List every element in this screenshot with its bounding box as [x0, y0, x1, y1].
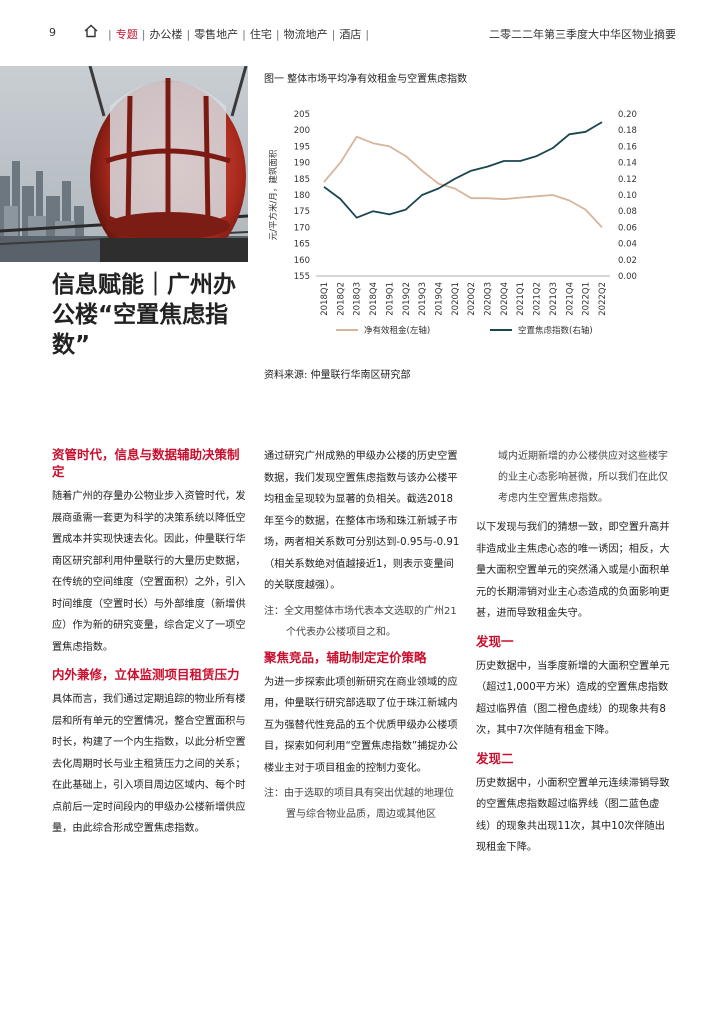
nav-separator: | [242, 28, 246, 41]
x-tick-label: 2020Q2 [467, 282, 477, 316]
y2-tick-label: 0.06 [618, 223, 637, 233]
section-heading: 聚焦竞品，辅助制定定价策略 [264, 649, 427, 665]
y2-tick-label: 0.14 [618, 159, 637, 169]
x-tick-label: 2022Q2 [598, 282, 608, 316]
nav-separator: | [275, 28, 280, 41]
rent-vacancy-chart: 155 160 165 170 175 180 185 190 195 200 205 0.00 0.0… [268, 110, 637, 336]
y-tick-label: 175 [294, 207, 310, 217]
nav-item-special[interactable]: 专题 [115, 28, 138, 41]
ferris-wheel-photo [0, 66, 248, 262]
paragraph: 以下发现与我们的猜想一致，即空置升高并非造成业主焦虑心态的唯一诱因；相反，大量大… [476, 522, 670, 619]
y2-tick-label: 0.12 [618, 175, 637, 185]
x-tick-label: 2021Q3 [549, 282, 559, 316]
paragraph: 通过研究广州成熟的甲级办公楼的历史空置数据，我们发现空置焦虑指数与该办公楼平均租… [264, 451, 460, 591]
section-heading: 资管时代，信息与数据辅助决策制定 [52, 447, 240, 479]
y-tick-label: 165 [294, 240, 310, 250]
y2-tick-label: 0.16 [618, 142, 637, 152]
report-title: 二零二二年第三季度大中华区物业摘要 [489, 28, 676, 41]
footnote-continued: 域内近期新增的办公楼供应对这些楼宇的业主心态影响甚微，所以我们在此仅考虑内生空置… [498, 451, 668, 504]
y2-tick-label: 0.20 [618, 110, 637, 120]
y-axis-label: 元/平方米/月，建筑面积 [268, 149, 279, 240]
nav-separator: | [108, 28, 112, 41]
paragraph: 随着广州的存量办公物业步入资管时代，发展商亟需一套更为科学的决策系统以降低空置成… [52, 491, 246, 653]
x-tick-label: 2018Q2 [336, 282, 346, 316]
y-tick-label: 155 [294, 272, 310, 282]
page-title: 信息赋能｜广州办公楼“空置焦虑指数” [52, 272, 236, 358]
nav-separator: | [331, 28, 336, 41]
column-2: 通过研究广州成熟的甲级办公楼的历史空置数据，我们发现空置焦虑指数与该办公楼平均租… [264, 446, 460, 825]
series-line-vacancy-index [323, 121, 603, 219]
x-tick-label: 2019Q2 [402, 282, 412, 316]
y2-tick-label: 0.00 [618, 272, 637, 282]
footnote: 注：全文用整体市场代表本文选取的广州21个代表办公楼项目之和。 [264, 605, 457, 638]
legend-label: 空置焦虑指数(右轴) [518, 325, 593, 336]
y2-tick-label: 0.04 [618, 240, 637, 250]
nav-separator: | [141, 28, 146, 41]
footnote: 注：由于选取的项目具有突出优越的地理位置与综合物业品质，周边或其他区 [264, 788, 454, 820]
nav-separator: | [186, 28, 191, 41]
y-tick-label: 200 [294, 126, 310, 136]
paragraph: 历史数据中，小面积空置单元连续滞销导致的空置焦虑指数超过临界线（图二蓝色虚线）的… [476, 777, 670, 854]
y-tick-label: 160 [294, 256, 310, 266]
nav-item-retail[interactable]: 零售地产 [194, 28, 239, 41]
y-tick-label: 205 [294, 110, 310, 120]
top-nav: | 专题 | 办公楼 | 零售地产 | 住宅 | 物流地产 | 酒店 | [104, 26, 373, 42]
y2-tick-label: 0.02 [618, 256, 637, 266]
x-tick-label: 2022Q1 [582, 282, 592, 316]
x-tick-label: 2020Q3 [484, 282, 494, 316]
column-1: 资管时代，信息与数据辅助决策制定 随着广州的存量办公物业步入资管时代，发展商亟需… [52, 446, 248, 840]
nav-item-office[interactable]: 办公楼 [149, 28, 183, 41]
x-tick-label: 2020Q4 [500, 282, 510, 316]
home-icon[interactable] [84, 24, 98, 38]
x-tick-label: 2020Q1 [451, 282, 461, 316]
y-tick-label: 195 [294, 142, 310, 152]
x-tick-label: 2019Q3 [418, 282, 428, 316]
nav-separator: | [365, 28, 370, 41]
finding-heading: 发现一 [476, 633, 514, 649]
chart-source: 资料来源: 仲量联行华南区研究部 [264, 370, 411, 381]
y-tick-label: 170 [294, 223, 310, 233]
y2-tick-label: 0.18 [618, 126, 637, 136]
y2-tick-label: 0.10 [618, 191, 637, 201]
x-tick-label: 2019Q1 [385, 282, 395, 316]
finding-heading: 发现二 [476, 750, 514, 766]
paragraph: 具体而言，我们通过定期追踪的物业所有楼层和所有单元的空置情况，整合空置面积与时长… [52, 694, 246, 834]
series-line-rent [323, 135, 603, 229]
x-tick-label: 2018Q4 [369, 282, 379, 316]
x-tick-label: 2018Q1 [320, 282, 330, 316]
x-tick-label: 2021Q4 [565, 282, 575, 316]
nav-item-hotel[interactable]: 酒店 [339, 28, 362, 41]
section-heading: 内外兼修，立体监测项目租赁压力 [52, 667, 240, 682]
x-tick-label: 2018Q3 [353, 282, 363, 316]
nav-item-residential[interactable]: 住宅 [249, 28, 272, 41]
nav-item-logistics[interactable]: 物流地产 [283, 28, 328, 41]
legend-label: 净有效租金(左轴) [364, 325, 430, 336]
y2-tick-label: 0.08 [618, 207, 637, 217]
x-tick-label: 2019Q4 [434, 282, 444, 316]
y-tick-label: 180 [294, 191, 310, 201]
x-tick-label: 2021Q2 [533, 282, 543, 316]
x-tick-label: 2021Q1 [516, 282, 526, 316]
y-tick-label: 190 [294, 159, 310, 169]
paragraph: 为进一步探索此项创新研究在商业领域的应用，仲量联行研究部选取了位于珠江新城内互为… [264, 676, 458, 774]
chart-title: 图一 整体市场平均净有效租金与空置焦虑指数 [264, 74, 468, 85]
y-tick-label: 185 [294, 175, 310, 185]
paragraph: 历史数据中，当季度新增的大面积空置单元（超过1,000平方米）造成的空置焦虑指数… [476, 660, 670, 737]
page-number: 9 [49, 26, 56, 39]
column-3: 域内近期新增的办公楼供应对这些楼宇的业主心态影响甚微，所以我们在此仅考虑内生空置… [476, 446, 672, 859]
